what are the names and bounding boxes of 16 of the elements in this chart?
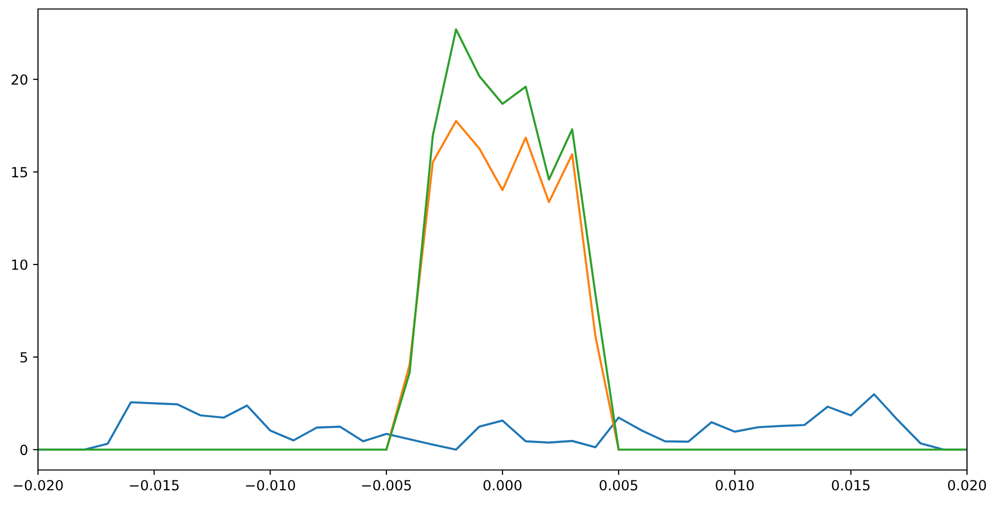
y-tick-label: 0: [20, 444, 28, 456]
x-tick-label: −0.005: [362, 480, 411, 490]
x-tick-label: 0.010: [716, 480, 754, 490]
x-tick-label: 0.020: [948, 480, 986, 490]
x-tick-label: −0.015: [130, 480, 179, 490]
x-tick-label: 0.005: [600, 480, 638, 490]
x-tick-label: −0.010: [246, 480, 296, 490]
y-tick-label: 15: [12, 167, 28, 178]
y-tick-label: 10: [12, 259, 28, 270]
y-tick-label: 5: [20, 352, 28, 363]
x-tick-label: −0.020: [14, 480, 63, 490]
line-series: [38, 28, 967, 451]
x-tick-label: 0.000: [484, 480, 522, 490]
line-series: [385, 120, 620, 451]
y-tick-label: 20: [12, 74, 28, 85]
x-tick-label: 0.015: [832, 480, 870, 490]
